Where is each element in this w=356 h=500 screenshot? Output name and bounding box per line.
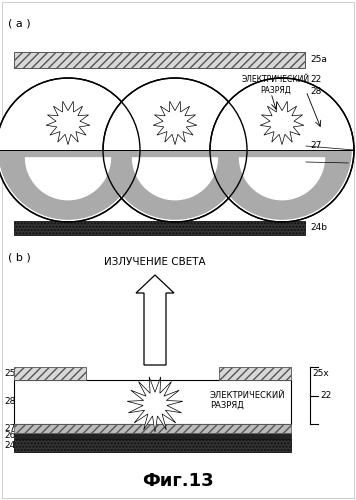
Polygon shape — [127, 377, 183, 432]
Text: Фиг.13: Фиг.13 — [142, 472, 214, 490]
Bar — [219, 367, 291, 380]
Text: 28: 28 — [4, 398, 15, 406]
Text: 25x: 25x — [312, 369, 329, 378]
Wedge shape — [239, 157, 325, 200]
Circle shape — [0, 78, 140, 222]
Text: ИЗЛУЧЕНИЕ СВЕТА: ИЗЛУЧЕНИЕ СВЕТА — [104, 257, 206, 267]
Circle shape — [210, 78, 354, 222]
Text: 27: 27 — [4, 424, 15, 433]
Circle shape — [103, 78, 247, 222]
Bar — [14, 221, 305, 235]
Wedge shape — [105, 150, 245, 220]
Text: 26: 26 — [310, 158, 321, 166]
FancyArrow shape — [136, 275, 174, 365]
Text: 26: 26 — [4, 432, 15, 440]
Bar — [14, 433, 291, 439]
Text: 22: 22 — [310, 74, 321, 84]
Text: 25y: 25y — [4, 369, 21, 378]
Text: ( b ): ( b ) — [8, 252, 31, 262]
Bar — [14, 367, 86, 380]
Wedge shape — [25, 157, 111, 200]
Text: 25a: 25a — [310, 56, 327, 64]
Wedge shape — [132, 157, 218, 200]
Polygon shape — [260, 102, 304, 144]
Bar — [14, 424, 291, 433]
Text: 28: 28 — [310, 86, 321, 96]
Text: ЭЛЕКТРИЧЕСКИЙ
РАЗРЯД: ЭЛЕКТРИЧЕСКИЙ РАЗРЯД — [210, 390, 286, 410]
Bar — [14, 52, 305, 68]
Text: 27: 27 — [310, 142, 321, 150]
Text: ( a ): ( a ) — [8, 18, 31, 28]
Text: 24b: 24b — [310, 224, 327, 232]
Polygon shape — [153, 102, 197, 144]
Bar — [14, 380, 291, 424]
Bar — [14, 439, 291, 452]
Text: 24b: 24b — [4, 441, 21, 450]
Wedge shape — [212, 150, 352, 220]
Text: ЭЛЕКТРИЧЕСКИЙ
РАЗРЯД: ЭЛЕКТРИЧЕСКИЙ РАЗРЯД — [242, 76, 310, 94]
Text: 22: 22 — [320, 391, 331, 400]
Wedge shape — [0, 150, 138, 220]
Polygon shape — [46, 102, 90, 144]
